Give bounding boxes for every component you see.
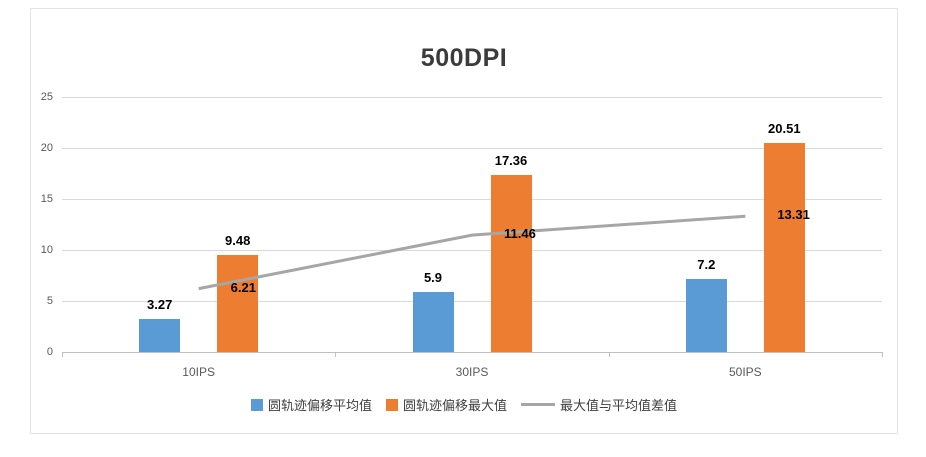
gridline — [62, 97, 882, 98]
axis-tick — [608, 352, 610, 357]
line-value-label: 11.46 — [504, 226, 536, 242]
legend-label: 圆轨迹偏移平均值 — [267, 398, 372, 413]
y-axis-tick-label: 5 — [46, 295, 53, 307]
chart-title: 500DPI — [420, 44, 508, 72]
legend-label: 最大值与平均值差值 — [560, 398, 678, 413]
y-axis-tick-label: 10 — [40, 244, 53, 256]
bar-value-label: 17.36 — [494, 152, 528, 168]
legend-item: 最大值与平均值差值 — [521, 395, 677, 414]
y-axis-tick-label: 0 — [46, 346, 53, 358]
bar-average — [139, 318, 181, 352]
bar-max — [490, 174, 532, 352]
gridline — [62, 250, 882, 251]
bar-value-label: 7.2 — [697, 256, 716, 272]
chart-border — [30, 8, 898, 434]
bar-value-label: 9.48 — [225, 233, 251, 249]
y-axis-tick-label: 25 — [40, 91, 53, 103]
bar-value-label: 5.9 — [423, 269, 443, 285]
x-axis-category-label: 50IPS — [728, 365, 762, 379]
legend-swatch — [385, 398, 398, 411]
legend-line-swatch — [521, 403, 555, 406]
x-axis-category-label: 30IPS — [455, 365, 489, 379]
y-axis-tick-label: 20 — [40, 142, 53, 154]
bar-max — [763, 142, 805, 352]
y-axis-tick-label: 15 — [40, 193, 53, 205]
legend-label: 圆轨迹偏移最大值 — [402, 398, 507, 413]
legend-item: 圆轨迹偏移最大值 — [385, 395, 507, 414]
gridline — [62, 301, 882, 302]
line-value-label: 6.21 — [230, 279, 256, 295]
axis-tick — [882, 352, 883, 357]
legend: 圆轨迹偏移平均值 圆轨迹偏移最大值 最大值与平均值差值 — [30, 395, 898, 414]
axis-tick — [335, 352, 337, 357]
bar-max — [217, 255, 259, 352]
legend-item: 圆轨迹偏移平均值 — [250, 395, 372, 414]
bar-value-label: 3.27 — [147, 296, 173, 312]
gridline — [62, 199, 882, 200]
line-value-label: 13.31 — [777, 207, 810, 223]
bar-value-label: 20.51 — [768, 120, 801, 136]
gridline — [62, 148, 882, 149]
x-axis-category-label: 10IPS — [182, 365, 215, 379]
legend-swatch — [250, 398, 263, 411]
bar-average — [412, 291, 454, 352]
axis-tick — [62, 352, 63, 357]
bar-average — [685, 278, 727, 352]
x-axis-line — [62, 352, 882, 353]
